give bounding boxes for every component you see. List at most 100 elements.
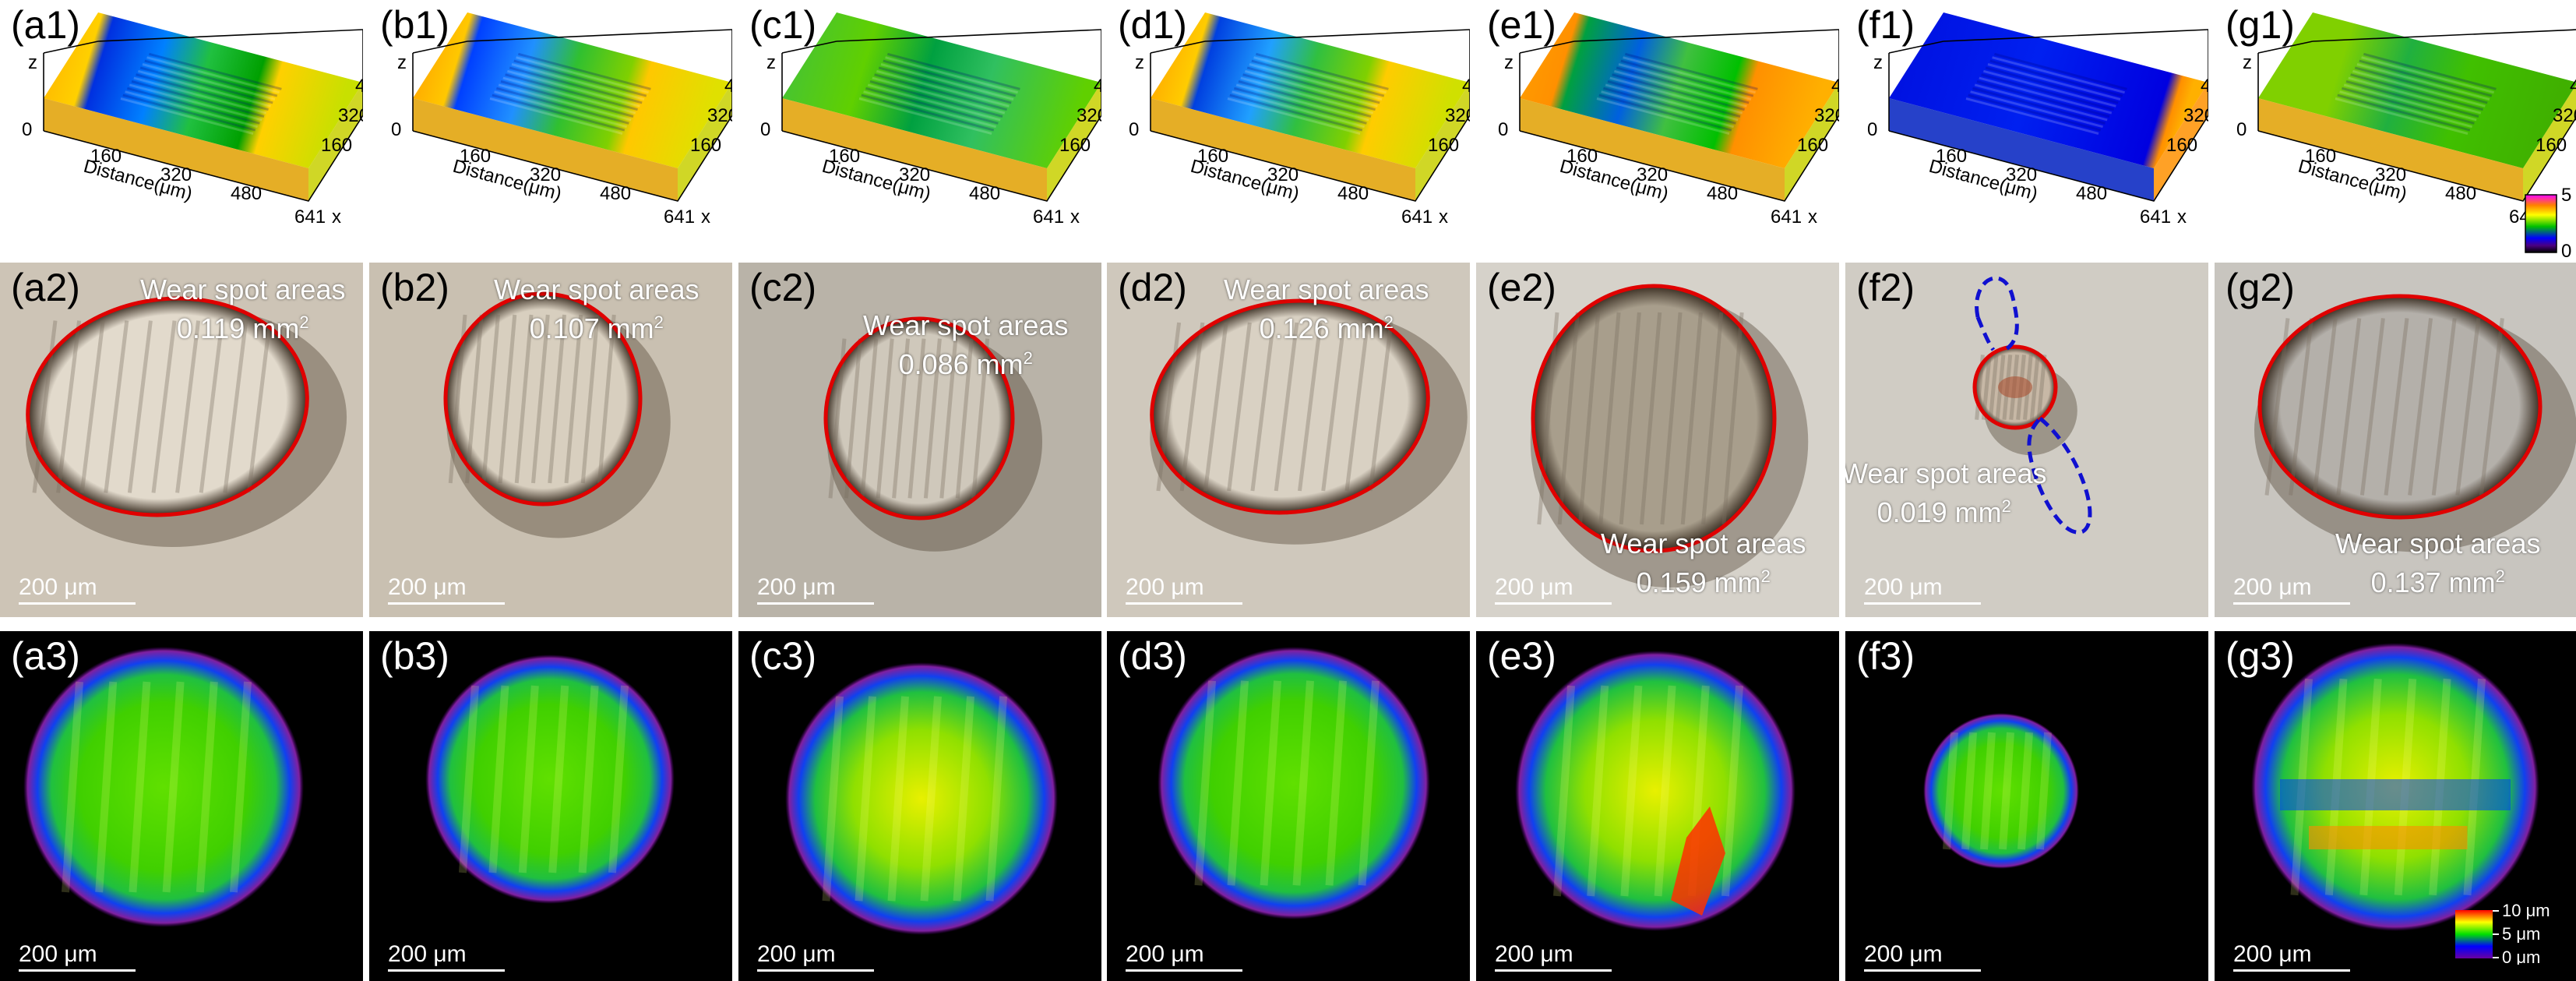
topography-3d-panel-g: (g1)z50480320160Distance(μm)016032048064… — [2215, 0, 2576, 249]
panel-label: (g1) — [2225, 3, 2295, 47]
x-tick-label: 480 — [2445, 183, 2476, 204]
wear-spot-title: Wear spot areas — [1224, 273, 1429, 305]
x-tick-label: 0 — [22, 119, 32, 140]
wear-spot-outline — [1972, 344, 2058, 430]
micrograph-panel-f: (f2) Wear spot areas 0.019 mm2 200 μm — [1845, 263, 2208, 617]
x-axis-letter: x — [1808, 206, 1817, 228]
scale-bar-line — [19, 969, 136, 972]
wear-spot-number: 0.019 — [1876, 496, 1947, 528]
row3-colorbar-top: 10 μm — [2502, 904, 2550, 920]
x-tick-label: 480 — [1337, 183, 1369, 204]
scale-bar-label: 200 μm — [388, 574, 467, 600]
micrograph-panel-a: (a2) Wear spot areas 0.119 mm2 200 μm — [0, 263, 363, 617]
x-tick-label: 480 — [2076, 183, 2107, 204]
wear-spot-unit: mm — [252, 312, 300, 344]
wear-spot-title: Wear spot areas — [140, 273, 346, 305]
z-axis-letter: z — [1873, 52, 1883, 73]
x-tick-label: 0 — [760, 119, 770, 140]
x-tick-label: 320 — [2375, 164, 2406, 185]
x-axis-letter: x — [2177, 206, 2187, 228]
wear-spot-value: 0.159 mm2 — [1601, 560, 1806, 599]
wear-spot-value: 0.086 mm2 — [863, 342, 1068, 381]
x-tick-label: 0 — [1498, 119, 1508, 140]
wear-spot-unit: mm — [976, 348, 1024, 380]
height-map-disc — [1515, 651, 1795, 931]
panel-label: (e2) — [1487, 266, 1556, 309]
x-tick-label: 160 — [1197, 146, 1228, 167]
scale-bar-line — [1864, 969, 1981, 972]
x-tick-label: 320 — [899, 164, 930, 185]
scale-bar: 200 μm — [757, 941, 874, 972]
wear-spot-value: 0.137 mm2 — [2335, 560, 2540, 599]
x-tick-label: 320 — [2006, 164, 2037, 185]
wear-spot-value: 0.126 mm2 — [1224, 306, 1429, 345]
x-tick-label: 320 — [1637, 164, 1668, 185]
scale-bar-label: 200 μm — [757, 574, 836, 600]
wear-spot-value: 0.107 mm2 — [494, 306, 699, 345]
row1-colorbar-min: 0 — [2561, 241, 2571, 262]
topography-3d-panel-e: (e1)z50480320160Distance(μm)016032048064… — [1476, 0, 1839, 249]
wear-spot-outline — [443, 291, 643, 506]
y-tick-label: 480 — [355, 76, 363, 97]
z-axis-letter: z — [1504, 52, 1514, 73]
z-axis-letter: z — [2243, 52, 2252, 73]
z-axis-letter: z — [1135, 52, 1144, 73]
unit-exponent: 2 — [1760, 566, 1771, 586]
height-map-disc — [1158, 647, 1430, 919]
wear-spot-unit: mm — [1337, 312, 1384, 344]
panel-label: (c2) — [749, 266, 817, 309]
scale-bar: 200 μm — [1864, 941, 1981, 972]
panel-label: (f2) — [1856, 266, 1915, 309]
y-tick-label: 160 — [690, 135, 721, 156]
z-axis-letter: z — [28, 52, 37, 73]
wear-spot-outline — [1531, 284, 1777, 553]
scale-bar: 200 μm — [1126, 941, 1242, 972]
y-tick-label: 320 — [1445, 105, 1470, 126]
topography-3d-panel-c: (c1)z50480320160Distance(μm)016032048064… — [738, 0, 1101, 249]
scale-bar: 200 μm — [1126, 574, 1242, 605]
micrograph-panel-e: (e2) Wear spot areas 0.159 mm2 200 μm — [1476, 263, 1839, 617]
x-tick-label: 480 — [969, 183, 1000, 204]
scale-bar-label: 200 μm — [1864, 941, 1943, 967]
scale-bar-label: 200 μm — [757, 941, 836, 967]
panel-label: (a2) — [11, 266, 80, 309]
scale-bar: 200 μm — [1864, 574, 1981, 605]
wear-spot-value: 0.119 mm2 — [140, 306, 345, 345]
row1-colorbar: 5 0 — [2525, 185, 2571, 262]
wear-spot-unit: mm — [2448, 566, 2496, 598]
panel-label: (a1) — [11, 3, 80, 47]
y-tick-label: 160 — [1428, 135, 1459, 156]
topography-3d-panel-d: (d1)z50480320160Distance(μm)016032048064… — [1107, 0, 1470, 249]
unit-exponent: 2 — [1023, 348, 1033, 368]
scale-bar-line — [1495, 602, 1612, 605]
panel-label: (g2) — [2225, 266, 2295, 309]
scale-bar-line — [1864, 602, 1981, 605]
scale-bar-line — [1126, 969, 1242, 972]
wear-spot-number: 0.126 — [1259, 312, 1330, 344]
scale-bar-label: 200 μm — [1126, 941, 1204, 967]
x-tick-label: 641 — [1771, 206, 1802, 228]
micrograph-panel-b: (b2) Wear spot areas 0.107 mm2 200 μm — [369, 263, 732, 617]
x-tick-label: 641 — [664, 206, 695, 228]
height-map-disc — [425, 655, 675, 904]
scale-bar: 200 μm — [19, 574, 136, 605]
row3-colorbar-bottom: 0 μm — [2502, 947, 2540, 965]
height-map-panel-f: (f3) 200 μm — [1845, 631, 2208, 981]
z-axis-letter: z — [397, 52, 407, 73]
wear-spot-number: 0.119 — [176, 312, 245, 344]
x-axis-letter: x — [701, 206, 710, 228]
wear-spot-unit: mm — [1714, 566, 1761, 598]
height-map-disc — [785, 662, 1058, 935]
wear-spot-value: 0.019 mm2 — [1845, 490, 2046, 529]
unit-exponent: 2 — [654, 312, 664, 332]
wear-spot-unit: mm — [1954, 496, 2002, 528]
topography-3d-panel-a: (a1)z50480320160Distance(μm)016032048064… — [0, 0, 363, 249]
panel-label: (f1) — [1856, 3, 1915, 47]
scale-bar-line — [2233, 969, 2350, 972]
scale-bar: 200 μm — [1495, 574, 1612, 605]
y-tick-label: 160 — [321, 135, 352, 156]
x-tick-label: 320 — [160, 164, 192, 185]
micrograph-panel-c: (c2) Wear spot areas 0.086 mm2 200 μm — [738, 263, 1101, 617]
wear-spot-number: 0.086 — [898, 348, 969, 380]
height-map-panel-c: (c3) 200 μm — [738, 631, 1101, 981]
